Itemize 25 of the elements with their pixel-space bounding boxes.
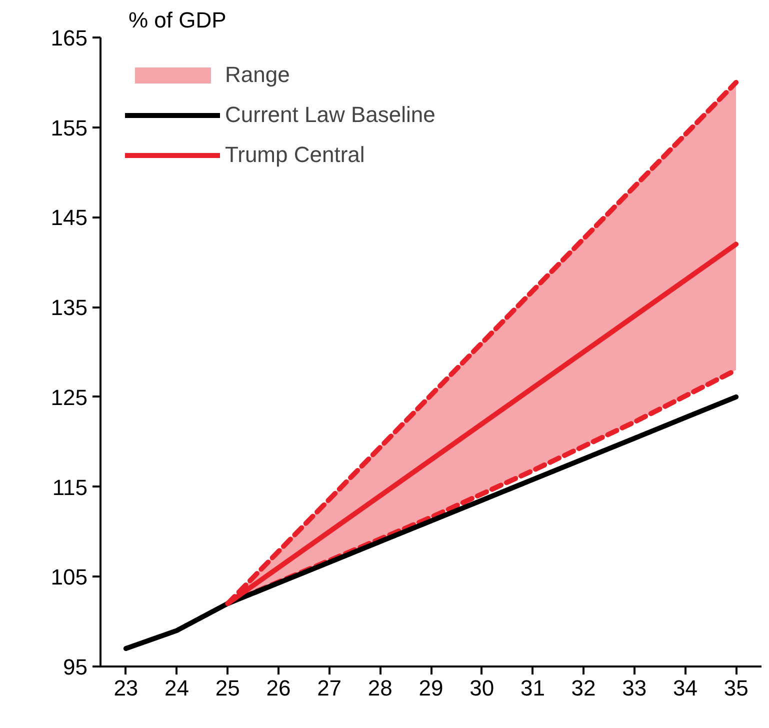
x-tick-label: 26 [266, 676, 291, 700]
x-tick-label: 35 [724, 676, 748, 700]
x-tick-label: 23 [114, 676, 138, 700]
x-tick-label: 29 [418, 676, 444, 700]
y-tick-label: 145 [50, 205, 88, 230]
x-tick-label: 25 [215, 676, 240, 700]
x-tick-label: 32 [571, 676, 596, 700]
y-tick-label: 165 [50, 26, 88, 50]
x-tick-label: 24 [164, 676, 190, 700]
y-tick-label: 155 [50, 115, 88, 140]
x-tick-label: 30 [470, 676, 494, 700]
x-tick-label: 33 [622, 676, 647, 700]
y-tick-label: 95 [63, 654, 88, 680]
legend-label: Current Law Baseline [225, 102, 436, 128]
x-tick-label: 31 [520, 676, 545, 700]
x-tick-label: 28 [368, 676, 392, 700]
y-tick-label: 105 [50, 564, 88, 590]
x-tick-label: 34 [672, 676, 698, 700]
legend-label: Range [225, 62, 290, 88]
y-tick-label: 135 [50, 295, 88, 320]
y-tick-label: 115 [52, 474, 88, 500]
x-tick-label: 27 [317, 676, 342, 700]
legend-label: Trump Central [225, 142, 365, 168]
y-tick-label: 125 [50, 384, 88, 410]
y-axis-title: % of GDP [128, 8, 226, 32]
